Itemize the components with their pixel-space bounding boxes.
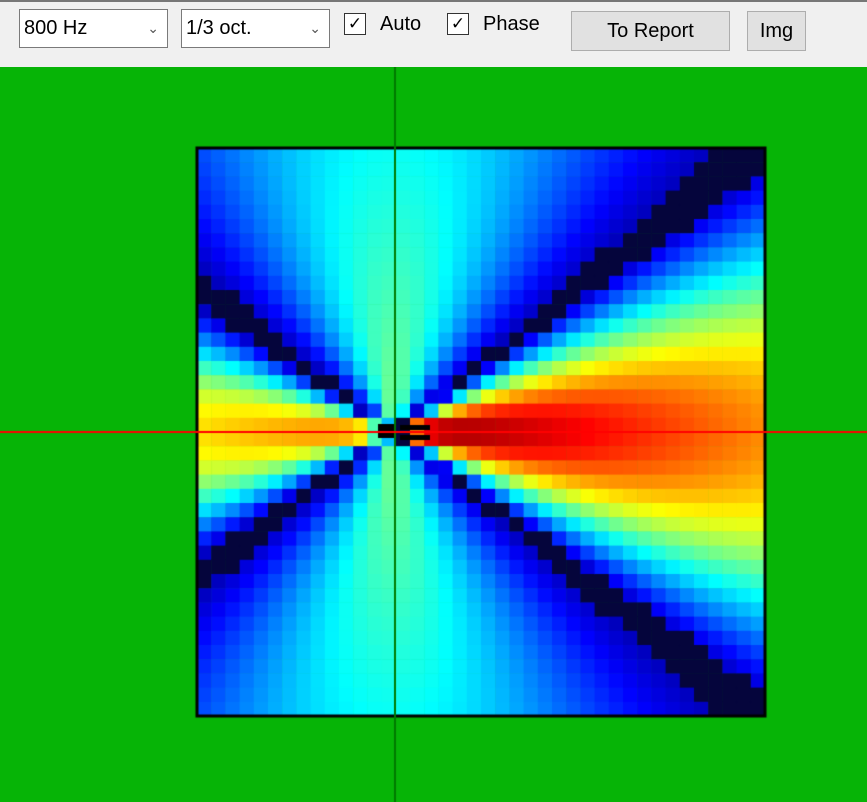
sound-field-heatmap[interactable] <box>0 67 867 802</box>
plot-area[interactable] <box>0 67 867 802</box>
auto-checkbox[interactable]: ✓ <box>344 13 366 35</box>
img-button[interactable]: Img <box>747 11 806 51</box>
auto-label: Auto <box>380 13 422 35</box>
bandwidth-value: 1/3 oct. <box>186 17 252 39</box>
chevron-down-icon: ⌄ <box>309 20 321 36</box>
frequency-value: 800 Hz <box>24 17 88 39</box>
phase-checkbox[interactable]: ✓ <box>447 13 469 35</box>
phase-label: Phase <box>483 13 540 35</box>
chevron-down-icon: ⌄ <box>147 20 159 36</box>
bandwidth-select[interactable]: 1/3 oct. ⌄ <box>181 9 330 48</box>
to-report-button[interactable]: To Report <box>571 11 730 51</box>
toolbar: 800 Hz ⌄ 1/3 oct. ⌄ ✓ Auto ✓ Phase To Repo… <box>0 0 867 67</box>
frequency-select[interactable]: 800 Hz ⌄ <box>19 9 168 48</box>
